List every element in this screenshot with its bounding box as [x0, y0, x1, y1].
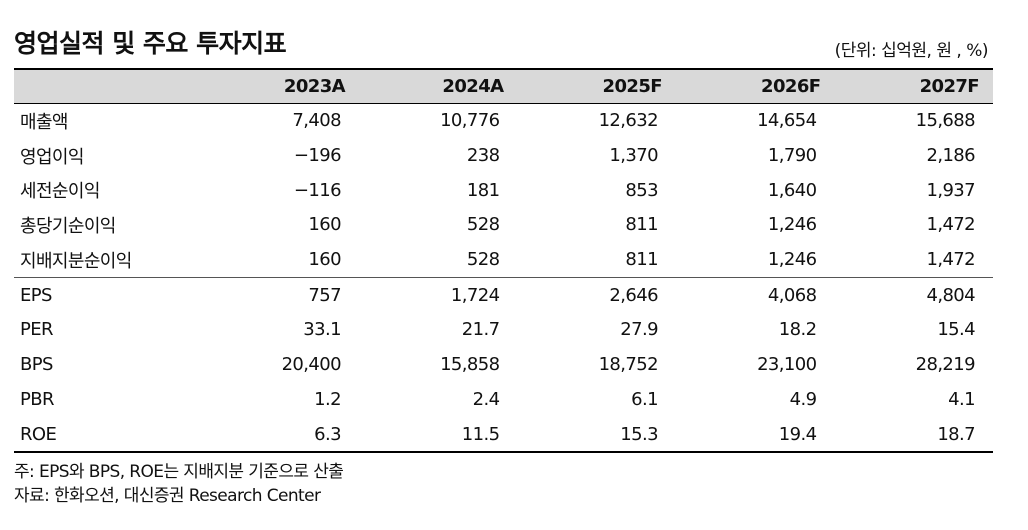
table-cell: 1,937: [926, 179, 975, 201]
table-cell: 528: [466, 249, 500, 271]
table-cell: 23,100: [757, 354, 817, 376]
row-label: PER: [20, 319, 54, 341]
table-cell: 33.1: [303, 319, 341, 341]
table-row: 매출액 7,408 10,776 12,632 14,654 15,688: [14, 103, 993, 138]
source-note: 자료: 한화오션, 대신증권 Research Center: [14, 486, 321, 506]
table-cell: 853: [625, 179, 658, 201]
table-cell: 811: [625, 249, 658, 271]
table-cell: 238: [466, 145, 500, 167]
table-cell: 1,724: [450, 284, 500, 306]
table-cell: 4.9: [789, 388, 817, 410]
table-row: PER 33.1 21.7 27.9 18.2 15.4: [14, 313, 993, 348]
table-cell: 4,804: [926, 284, 975, 306]
footnotes: 주: EPS와 BPS, ROE는 지배지분 기준으로 산출 자료: 한화오션,…: [14, 460, 344, 508]
header-year: 2024A: [442, 75, 504, 97]
table-cell: 1,472: [926, 214, 975, 236]
table-cell: 528: [466, 214, 500, 236]
table-cell: 4,068: [767, 284, 817, 306]
table-cell: 1,246: [767, 214, 817, 236]
table-cell: 4.1: [948, 388, 975, 410]
row-label: 영업이익: [20, 146, 84, 168]
table-row: BPS 20,400 15,858 18,752 23,100 28,219: [14, 347, 993, 382]
table-cell: 14,654: [757, 110, 817, 132]
row-label: EPS: [20, 284, 52, 306]
table-header: 2023A 2024A 2025F 2026F 2027F: [14, 69, 993, 103]
table-cell: 18.7: [937, 423, 975, 445]
row-label: 총당기순이익: [20, 215, 116, 237]
table-cell: 811: [625, 214, 658, 236]
row-label: 매출액: [20, 111, 68, 133]
unit-note: (단위: 십억원, 원 , %): [834, 41, 989, 61]
table-cell: 15,858: [440, 354, 500, 376]
table-cell: 6.3: [314, 423, 341, 445]
table-cell: 2.4: [472, 388, 500, 410]
footnote: 주: EPS와 BPS, ROE는 지배지분 기준으로 산출: [14, 462, 344, 482]
header-year: 2023A: [283, 75, 346, 97]
row-label: 지배지분순이익: [20, 250, 132, 272]
table-row: PBR 1.2 2.4 6.1 4.9 4.1: [14, 382, 993, 417]
table-cell: 15.4: [937, 319, 975, 341]
table-row: ROE 6.3 11.5 15.3 19.4 18.7: [14, 417, 993, 453]
table-cell: 7,408: [292, 110, 341, 132]
table-title: 영업실적 및 주요 투자지표: [14, 29, 287, 58]
table-cell: 19.4: [778, 423, 817, 445]
header-year: 2027F: [919, 75, 980, 97]
header-year: 2026F: [761, 75, 821, 97]
earnings-group: 매출액 7,408 10,776 12,632 14,654 15,688 영업이익 −196…: [14, 103, 993, 278]
table-cell: 18.2: [778, 319, 817, 341]
table-cell: 181: [466, 179, 500, 201]
table-cell: 15,688: [915, 110, 976, 132]
table-cell: 15.3: [620, 423, 658, 445]
table-cell: 21.7: [461, 319, 500, 341]
table-cell: 28,219: [915, 354, 976, 376]
table-cell: 27.9: [620, 319, 658, 341]
financial-table: 2023A 2024A 2025F 2026F 2027F 매출액 7,408 10…: [14, 68, 993, 453]
table-cell: 20,400: [281, 354, 342, 376]
table-row: 영업이익 −196 238 1,370 1,790 2,186: [14, 138, 993, 173]
table-cell: 1,370: [609, 145, 658, 167]
table-cell: 18,752: [598, 354, 659, 376]
row-label: PBR: [20, 388, 55, 410]
table-cell: −116: [293, 179, 342, 201]
table-cell: 12,632: [598, 110, 659, 132]
table-cell: 160: [308, 249, 341, 271]
table-cell: 1,790: [767, 145, 817, 167]
header-row: 2023A 2024A 2025F 2026F 2027F: [14, 69, 993, 103]
table-row: EPS 757 1,724 2,646 4,068 4,804: [14, 277, 993, 312]
header-year: 2025F: [602, 75, 663, 97]
row-label: 세전순이익: [20, 181, 100, 203]
row-label: BPS: [20, 354, 53, 376]
table-cell: 1,472: [926, 249, 975, 271]
table-row: 총당기순이익 160 528 811 1,246 1,472: [14, 208, 993, 243]
table-cell: 160: [308, 214, 341, 236]
table-cell: 10,776: [440, 110, 500, 132]
table-row: 지배지분순이익 160 528 811 1,246 1,472: [14, 242, 993, 277]
row-label: ROE: [20, 423, 57, 445]
table-cell: 2,186: [926, 145, 975, 167]
table-row: 세전순이익 −116 181 853 1,640 1,937: [14, 173, 993, 208]
table-cell: 757: [308, 284, 341, 306]
valuation-group: EPS 757 1,724 2,646 4,068 4,804 PER 33.1 21.7 27.…: [14, 277, 993, 453]
table-cell: 6.1: [631, 388, 658, 410]
header-blank-cell: [14, 69, 200, 103]
table-cell: 1,246: [767, 249, 817, 271]
table-cell: 2,646: [609, 284, 658, 306]
table-cell: −196: [293, 145, 342, 167]
table-cell: 11.5: [461, 423, 500, 445]
table-cell: 1.2: [314, 388, 341, 410]
table-cell: 1,640: [767, 179, 817, 201]
